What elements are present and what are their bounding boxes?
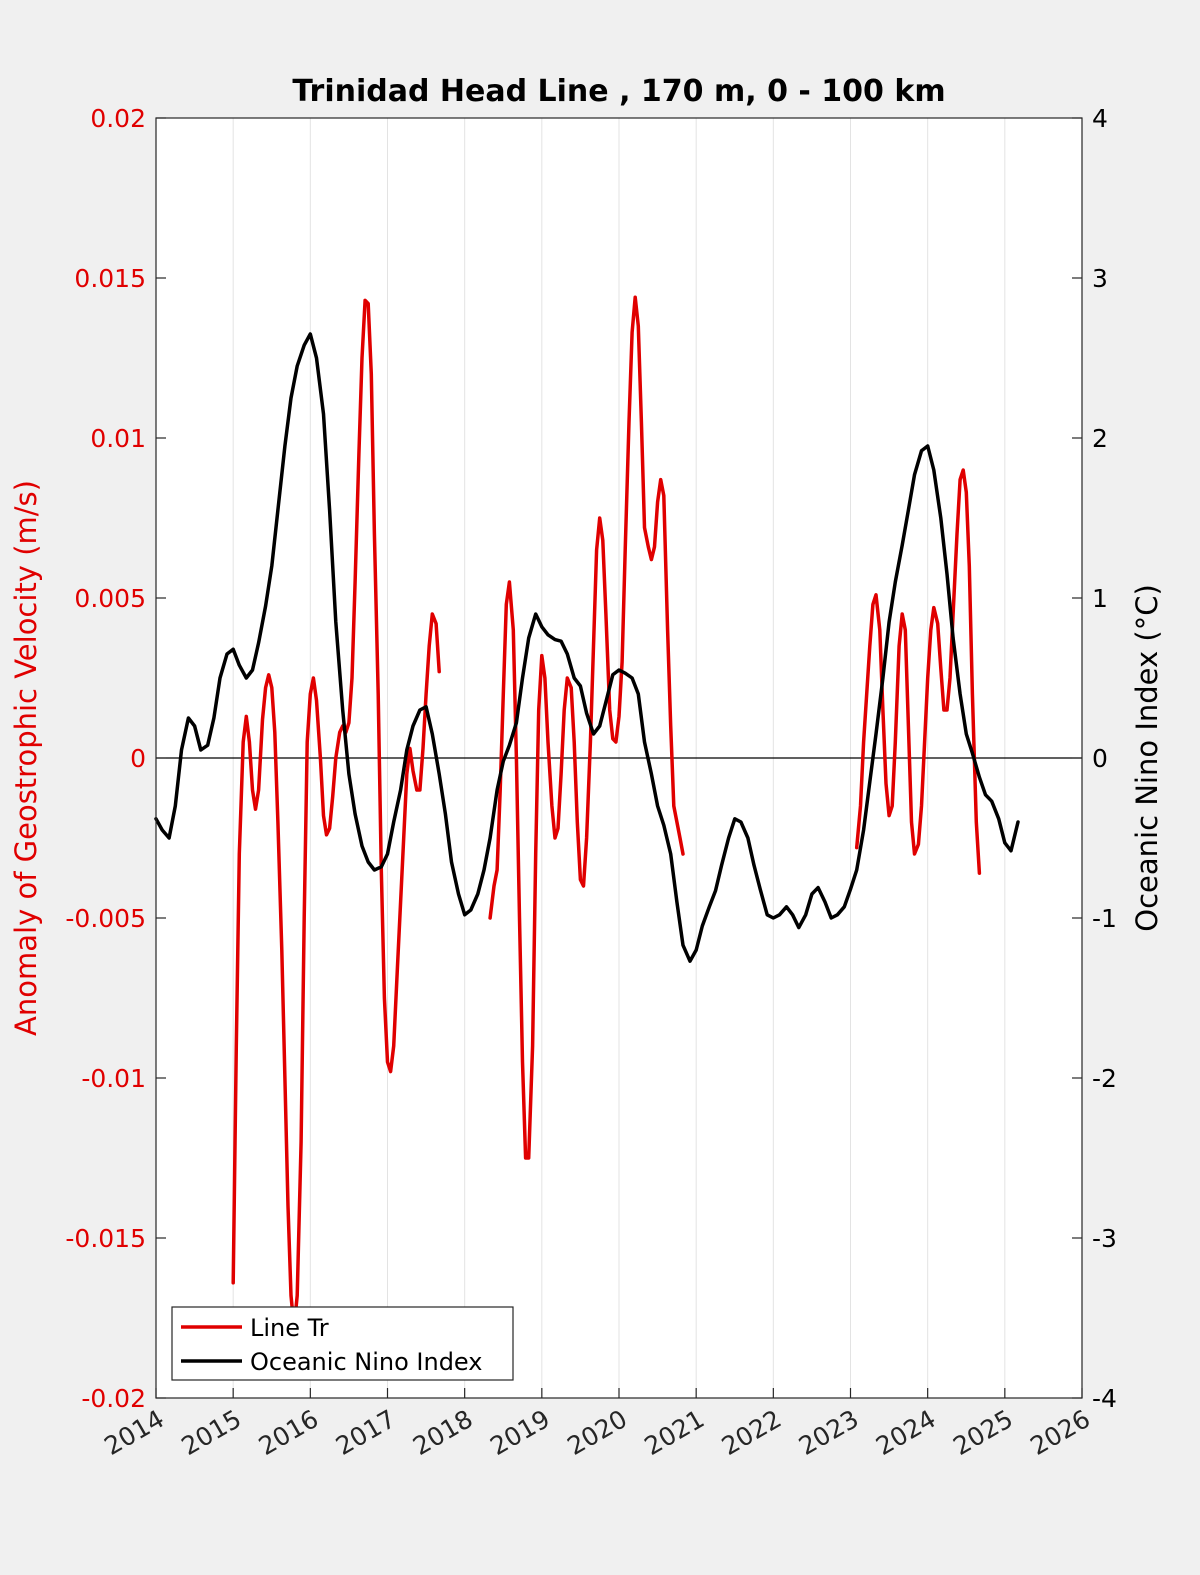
right-axis: -4 -3 -2 -1 0 1 2 3 4: [1072, 104, 1117, 1413]
left-tick-label: -0.005: [65, 904, 146, 933]
legend-box: [171, 1306, 514, 1381]
right-tick-label: -1: [1092, 904, 1117, 933]
legend-label-line-tr: Line Tr: [250, 1314, 329, 1342]
left-tick-label: 0.005: [74, 584, 146, 613]
right-tick-label: 3: [1092, 264, 1108, 293]
left-tick-label: -0.02: [81, 1384, 146, 1413]
right-tick-label: 2: [1092, 424, 1108, 453]
series-lines: [154, 295, 1020, 1330]
series-oni-segment-0: [154, 332, 1020, 963]
legend-label-oni: Oceanic Nino Index: [250, 1348, 482, 1376]
chart-title: Trinidad Head Line , 170 m, 0 - 100 km: [292, 74, 945, 109]
left-tick-label: 0.01: [90, 424, 146, 453]
right-tick-label: 4: [1092, 104, 1108, 133]
right-tick-label: -4: [1092, 1384, 1117, 1413]
left-tick-label: 0: [130, 744, 146, 773]
left-tick-label: 0.02: [90, 104, 146, 133]
left-tick-label: 0.015: [74, 264, 146, 293]
right-tick-label: 0: [1092, 744, 1108, 773]
right-axis-label: Oceanic Nino Index (°C): [1130, 584, 1164, 932]
left-tick-label: -0.015: [65, 1224, 146, 1253]
right-tick-label: -3: [1092, 1224, 1117, 1253]
legend: Line Tr Oceanic Nino Index: [171, 1306, 514, 1381]
right-tick-label: -2: [1092, 1064, 1117, 1093]
series-line-tr-segment-2: [854, 468, 982, 875]
series-line-tr-segment-0: [231, 298, 441, 1330]
right-tick-label: 1: [1092, 584, 1108, 613]
left-axis-label: Anomaly of Geostrophic Velocity (m/s): [9, 480, 43, 1036]
series-line-tr-segment-1: [488, 295, 685, 1160]
left-axis: -0.02 -0.015 -0.01 -0.005 0 0.005 0.01 0.015 0.0…: [65, 104, 166, 1413]
left-tick-label: -0.01: [81, 1064, 146, 1093]
